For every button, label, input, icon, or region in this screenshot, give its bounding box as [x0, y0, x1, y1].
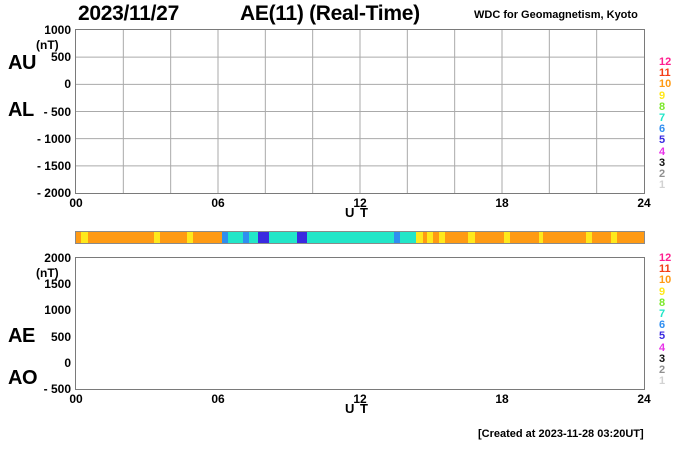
legend-item-10: 10: [659, 78, 672, 91]
y-tick-label: 1500: [44, 277, 71, 292]
legend-item-2: 2: [659, 168, 666, 181]
x-tick-label: 12: [353, 196, 367, 210]
color-strip-segment: [422, 232, 428, 243]
color-strip-segment: [591, 232, 611, 243]
legend-item-3: 3: [659, 352, 666, 365]
color-strip-segment: [616, 232, 644, 243]
x-tick-label: 00: [69, 196, 83, 210]
legend-item-3: 3: [659, 156, 666, 169]
x-axis-title-top: U T: [345, 205, 369, 220]
color-strip-segment: [538, 232, 544, 243]
color-strip-segment: [474, 232, 505, 243]
legend-item-12: 12: [659, 56, 672, 68]
y-tick-label: 500: [50, 50, 71, 65]
legend-item-5: 5: [659, 134, 666, 147]
y-tick-label: - 1500: [36, 158, 71, 173]
page-title-date: 2023/11/27: [78, 2, 179, 25]
color-strip-segment: [610, 232, 617, 243]
color-strip-segment: [297, 232, 307, 243]
chart-panel-bottom: [75, 257, 645, 390]
y-tick-label: 1000: [44, 303, 71, 318]
legend-item-9: 9: [659, 89, 666, 102]
color-strip-segment: [87, 232, 155, 243]
legend-item-10: 10: [659, 274, 672, 287]
legend-item-12: 12: [659, 252, 672, 264]
unit-label-bottom: (nT): [36, 266, 59, 280]
attribution-text: WDC for Geomagnetism, Kyoto: [474, 9, 638, 21]
color-strip-segment: [400, 232, 416, 243]
color-strip-segment: [80, 232, 88, 243]
color-strip-segment: [543, 232, 586, 243]
color-strip-segment: [193, 232, 222, 243]
x-tick-label: 06: [211, 392, 225, 406]
color-strip-segment: [187, 232, 194, 243]
series-label-al: AL: [8, 99, 34, 121]
color-strip-segment: [415, 232, 423, 243]
y-tick-label: 2000: [44, 251, 71, 265]
series-label-ae: AE: [8, 325, 35, 347]
color-strip-segment: [227, 232, 243, 243]
color-strip-segment: [248, 232, 259, 243]
color-strip-segment: [306, 232, 395, 243]
legend-item-7: 7: [659, 308, 666, 321]
color-strip-segment: [467, 232, 475, 243]
x-tick-label: 06: [211, 196, 225, 210]
color-strip-segment: [510, 232, 539, 243]
x-tick-label: 18: [495, 392, 509, 406]
legend-item-4: 4: [659, 341, 666, 354]
legend-item-5: 5: [659, 330, 666, 343]
legend-item-4: 4: [659, 145, 666, 158]
y-tick-label: - 500: [43, 104, 71, 119]
color-strip-segment: [427, 232, 434, 243]
series-label-au: AU: [8, 52, 36, 74]
color-strip-segment: [445, 232, 468, 243]
chart-panel-top: [75, 29, 645, 194]
color-strip-segment: [76, 232, 81, 243]
page-title-main: AE(11) (Real-Time): [240, 2, 420, 25]
color-strip-segment: [439, 232, 446, 243]
footer-created-text: [Created at 2023-11-28 03:20UT]: [478, 428, 644, 440]
x-tick-label: 00: [69, 392, 83, 406]
legend-item-2: 2: [659, 364, 666, 377]
y-tick-label: - 2000: [36, 186, 71, 200]
x-tick-label: 18: [495, 196, 509, 210]
color-strip-segment: [268, 232, 298, 243]
station-color-strip: [75, 231, 645, 244]
y-tick-label: - 1000: [36, 131, 71, 146]
legend-item-6: 6: [659, 319, 666, 332]
unit-label-top: (nT): [36, 38, 59, 52]
y-tick-label: 500: [50, 329, 71, 344]
color-strip-segment: [242, 232, 249, 243]
legend-item-8: 8: [659, 100, 666, 113]
y-tick-label: - 500: [43, 382, 71, 396]
x-tick-label: 24: [637, 392, 651, 406]
color-strip-segment: [221, 232, 228, 243]
color-strip-segment: [504, 232, 511, 243]
legend-item-9: 9: [659, 285, 666, 298]
legend-item-11: 11: [659, 263, 671, 276]
legend-item-8: 8: [659, 296, 666, 309]
color-legend-top: 12 11 10 9 8 7 6 5 4 3 2 1: [659, 56, 685, 192]
color-strip-segment: [586, 232, 592, 243]
legend-item-1: 1: [659, 375, 666, 388]
color-legend-bottom: 12 11 10 9 8 7 6 5 4 3 2 1: [659, 252, 685, 388]
x-tick-label: 12: [353, 392, 367, 406]
chart-plot-top: [76, 30, 644, 193]
legend-item-1: 1: [659, 179, 666, 192]
color-strip-segment: [258, 232, 269, 243]
color-strip-segment: [160, 232, 188, 243]
color-strip-segment: [394, 232, 401, 243]
legend-item-11: 11: [659, 67, 671, 80]
y-tick-label: 0: [64, 77, 71, 92]
y-tick-label: 1000: [44, 23, 71, 37]
legend-item-6: 6: [659, 123, 666, 136]
color-strip-segment: [154, 232, 160, 243]
x-tick-label: 24: [637, 196, 651, 210]
x-axis-title-bottom: U T: [345, 401, 369, 416]
color-strip-segment: [433, 232, 440, 243]
legend-item-7: 7: [659, 112, 666, 125]
series-label-ao: AO: [8, 367, 38, 389]
chart-plot-bottom: [76, 258, 644, 389]
y-tick-label: 0: [64, 355, 71, 370]
